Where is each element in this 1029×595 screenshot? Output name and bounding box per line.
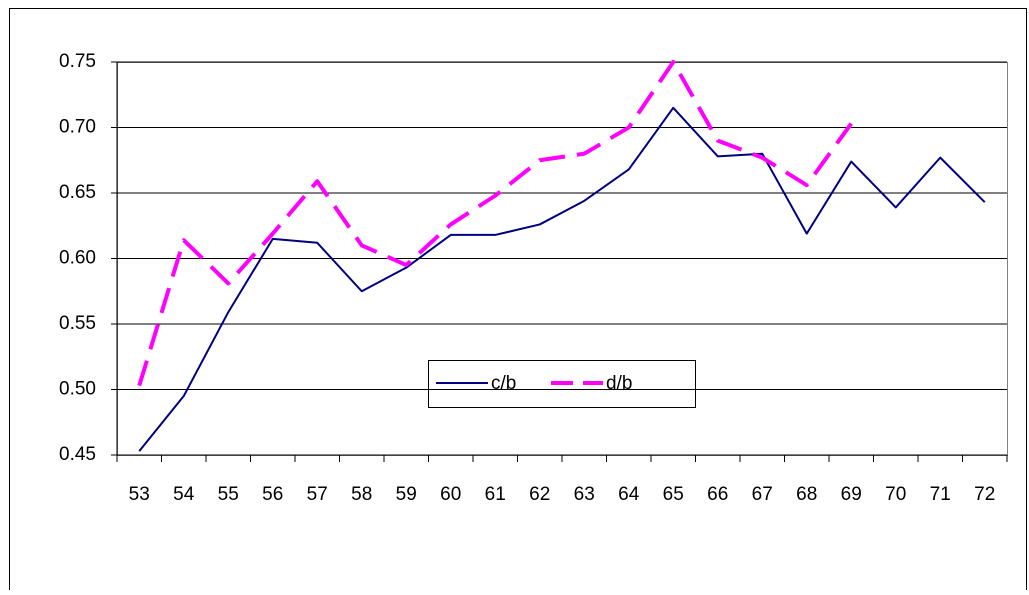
x-tick-label: 53 (129, 484, 150, 505)
x-tick-label: 60 (440, 484, 461, 505)
x-tick-label: 70 (885, 484, 906, 505)
series-line (137, 60, 853, 387)
y-tick-label: 0.50 (59, 379, 96, 400)
legend-label: d/b (606, 373, 632, 394)
legend-label: c/b (491, 373, 516, 394)
x-tick-label: 69 (841, 484, 862, 505)
x-tick-label: 57 (307, 484, 328, 505)
x-tick-label: 54 (173, 484, 195, 505)
x-tick-label: 71 (930, 484, 951, 505)
x-tick-label: 55 (218, 484, 239, 505)
x-tick-label: 61 (485, 484, 506, 505)
y-tick-label: 0.70 (59, 117, 96, 138)
x-tick-label: 72 (974, 484, 995, 505)
series-line (138, 106, 986, 452)
y-tick-label: 0.75 (59, 51, 96, 72)
x-tick-label: 66 (707, 484, 728, 505)
x-tick-label: 62 (529, 484, 550, 505)
x-tick-label: 58 (351, 484, 372, 505)
x-tick-label: 63 (574, 484, 595, 505)
y-tick-label: 0.65 (59, 182, 96, 203)
x-tick-label: 59 (396, 484, 417, 505)
x-tick-label: 67 (752, 484, 773, 505)
x-tick-label: 64 (618, 484, 640, 505)
y-tick-label: 0.60 (59, 248, 96, 269)
x-tick-label: 56 (262, 484, 283, 505)
y-tick-label: 0.55 (59, 313, 96, 334)
y-tick-label: 0.45 (59, 444, 96, 465)
x-tick-label: 68 (796, 484, 817, 505)
x-tick-label: 65 (663, 484, 684, 505)
